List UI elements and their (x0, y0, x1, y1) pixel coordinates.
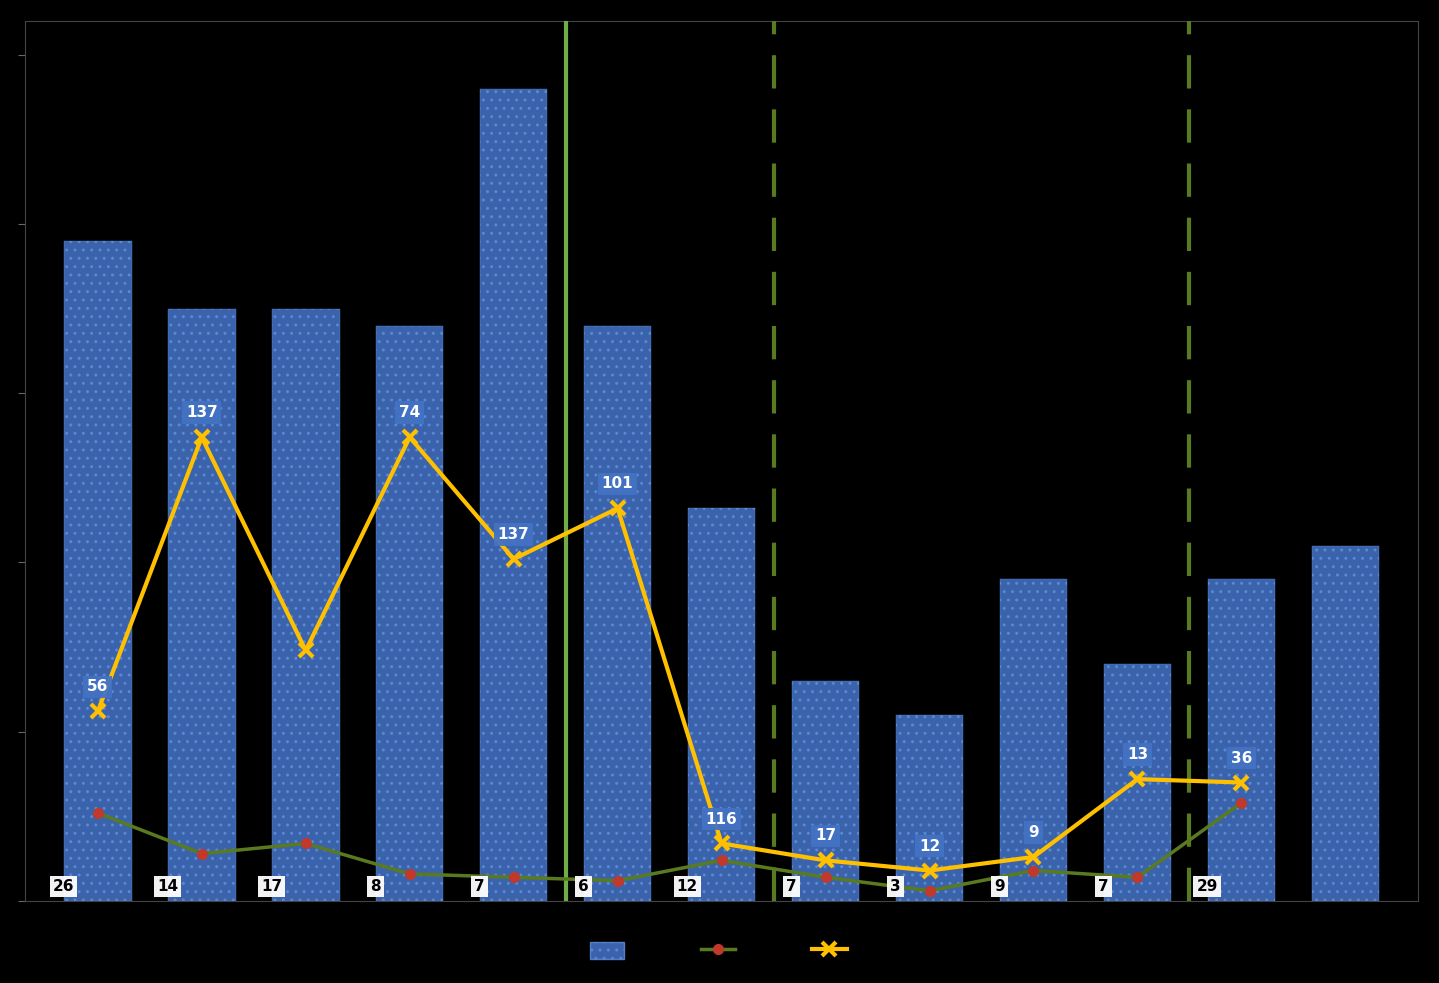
Text: 17: 17 (814, 829, 836, 843)
Bar (1000, 579, 1068, 901)
Bar (1104, 665, 1171, 901)
Text: 17: 17 (260, 879, 282, 895)
Text: 101: 101 (602, 477, 633, 492)
Text: 3: 3 (889, 879, 901, 895)
Bar (1311, 546, 1379, 901)
Text: 36: 36 (1230, 751, 1252, 766)
Text: 9: 9 (1029, 825, 1039, 840)
Text: 137: 137 (186, 405, 217, 421)
Text: 8: 8 (370, 879, 381, 895)
Bar (1207, 579, 1275, 901)
Text: 12: 12 (920, 838, 940, 853)
Bar (584, 325, 652, 901)
Text: 56: 56 (88, 679, 108, 695)
Bar (479, 88, 547, 901)
Text: 7: 7 (1098, 879, 1108, 895)
Text: 29: 29 (1196, 879, 1217, 895)
Text: 9: 9 (994, 879, 1004, 895)
Text: 7: 7 (473, 879, 485, 895)
Bar (272, 309, 340, 901)
Text: 7: 7 (786, 879, 797, 895)
Text: 26: 26 (53, 879, 75, 895)
Text: 12: 12 (676, 879, 698, 895)
Bar (791, 681, 859, 901)
Bar (895, 715, 963, 901)
Legend: , , : , , (576, 929, 868, 973)
Bar (376, 325, 443, 901)
Text: 13: 13 (1127, 747, 1148, 762)
Text: 14: 14 (157, 879, 178, 895)
Text: 6: 6 (578, 879, 589, 895)
Bar (63, 241, 131, 901)
Text: 74: 74 (399, 405, 420, 421)
Text: 116: 116 (705, 812, 737, 827)
Bar (688, 508, 755, 901)
Bar (168, 309, 236, 901)
Text: 137: 137 (498, 527, 530, 543)
